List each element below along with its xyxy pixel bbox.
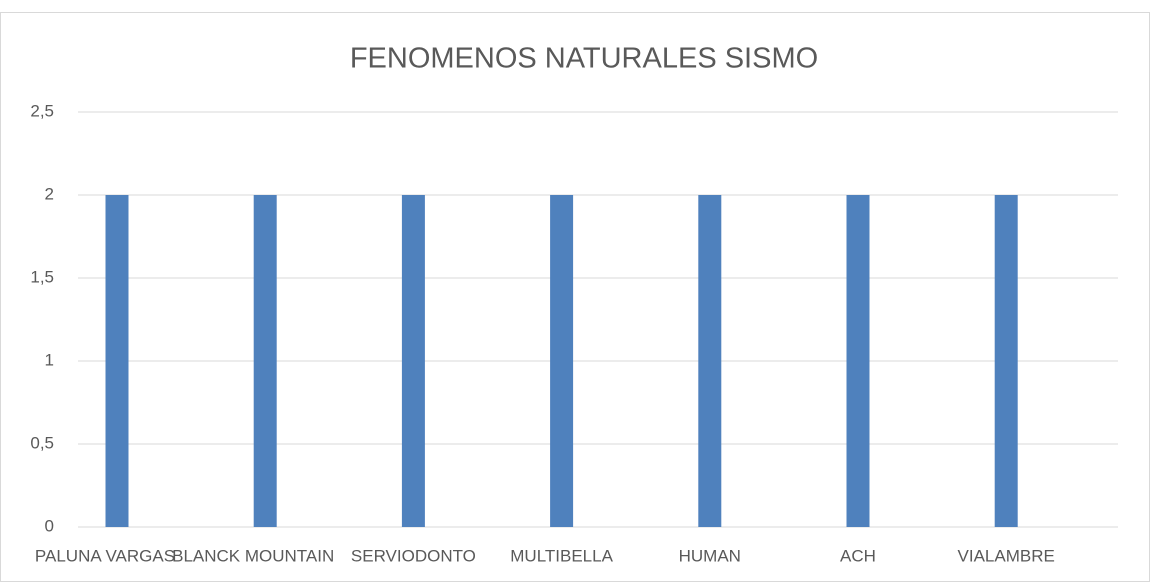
y-tick-label: 0 bbox=[45, 516, 54, 535]
bar bbox=[253, 195, 277, 527]
x-tick-label: ACH bbox=[840, 546, 876, 565]
y-tick-label: 1 bbox=[45, 350, 54, 369]
x-tick-label: BLANCK MOUNTAIN bbox=[172, 546, 334, 565]
y-tick-label: 2,5 bbox=[30, 101, 54, 120]
bar bbox=[994, 195, 1018, 527]
y-tick-label: 2 bbox=[45, 184, 54, 203]
x-tick-label: PALUNA VARGAS bbox=[35, 546, 175, 565]
x-tick-label: MULTIBELLA bbox=[510, 546, 613, 565]
x-tick-label: SERVIODONTO bbox=[351, 546, 476, 565]
x-tick-label: HUMAN bbox=[679, 546, 741, 565]
chart-border bbox=[0, 12, 1150, 582]
x-tick-label: VIALAMBRE bbox=[958, 546, 1055, 565]
y-tick-label: 0,5 bbox=[30, 433, 54, 452]
bar bbox=[550, 195, 574, 527]
bar bbox=[105, 195, 129, 527]
chart-title: FENOMENOS NATURALES SISMO bbox=[350, 43, 818, 75]
bar bbox=[698, 195, 722, 527]
bar bbox=[846, 195, 870, 527]
bar bbox=[401, 195, 425, 527]
y-tick-label: 1,5 bbox=[30, 267, 54, 286]
